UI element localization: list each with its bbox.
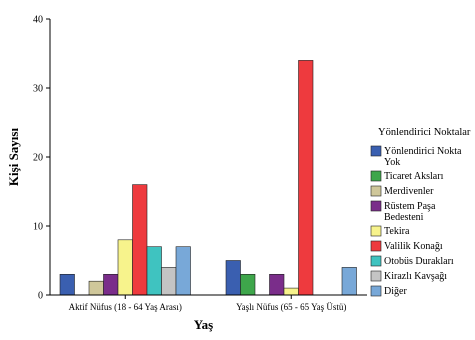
legend-swatch — [370, 240, 382, 252]
x-tick-label: Aktif Nüfus (18 - 64 Yaş Arası) — [69, 302, 182, 312]
legend-swatch — [370, 200, 382, 212]
legend-label: Kirazlı Kavşağı — [384, 271, 447, 282]
legend-label: Yok — [384, 157, 400, 168]
bar — [88, 280, 104, 296]
bar — [240, 273, 256, 296]
y-axis-title: Kişi Sayısı — [6, 128, 21, 187]
legend-label: Diğer — [384, 286, 407, 297]
legend-label: Bedesteni — [384, 212, 424, 223]
legend-swatch — [370, 145, 382, 157]
legend-swatch — [370, 285, 382, 297]
legend-label: Ticaret Aksları — [384, 171, 444, 182]
bar — [103, 273, 119, 296]
bar — [146, 246, 162, 296]
legend-swatch — [370, 170, 382, 182]
y-tick-label: 40 — [33, 15, 43, 26]
legend-label: Tekira — [384, 226, 410, 237]
bars-layer — [59, 60, 357, 296]
legend-title: Yönlendirici Noktalar — [378, 127, 471, 138]
x-axis-title: Yaş — [194, 317, 214, 332]
legend-label: Otobüs Durakları — [384, 256, 454, 267]
legend-swatch — [370, 255, 382, 267]
x-tick-label: Yaşlı Nüfus (65 - 65 Yaş Üstü) — [236, 302, 346, 312]
legend-label: Yönlendirici Nokta — [384, 146, 462, 157]
legend-swatch — [370, 185, 382, 197]
y-tick-label: 10 — [33, 222, 43, 233]
bar — [225, 260, 241, 296]
bar — [175, 246, 191, 296]
x-ticks: Aktif Nüfus (18 - 64 Yaş Arası) Yaşlı Nüf… — [69, 295, 346, 312]
bar — [59, 273, 75, 296]
bar — [269, 273, 285, 296]
legend-swatch — [370, 225, 382, 237]
legend-label: Valilik Konağı — [384, 241, 443, 252]
bar — [117, 239, 133, 296]
legend-label: Merdivenler — [384, 186, 434, 197]
bar — [341, 267, 357, 296]
y-tick-label: 30 — [33, 84, 43, 95]
legend-swatch — [370, 270, 382, 282]
legend-label: Rüstem Paşa — [384, 201, 436, 212]
legend: Yönlendirici Noktalar Yönlendirici Nokta… — [370, 127, 471, 297]
y-tick-label: 20 — [33, 153, 43, 164]
y-tick-label: 0 — [38, 291, 43, 302]
bar — [298, 60, 314, 296]
bar — [132, 184, 148, 296]
y-ticks: 0 10 20 30 40 — [33, 15, 50, 302]
bar — [161, 267, 177, 296]
bar — [283, 287, 299, 296]
